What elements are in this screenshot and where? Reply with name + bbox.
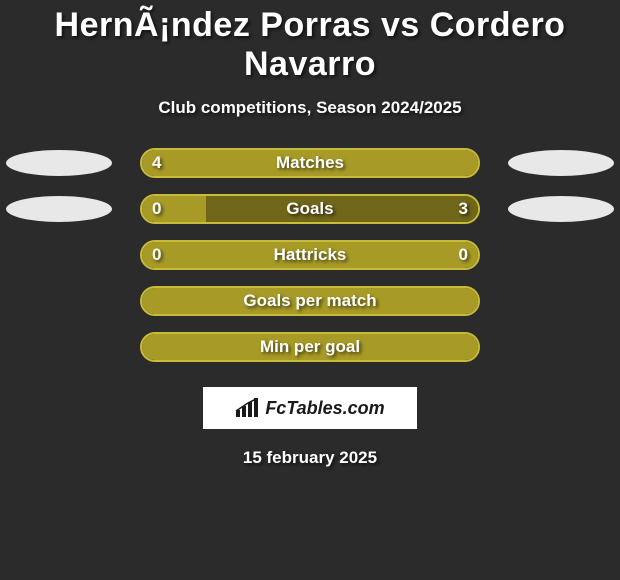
page-title: HernÃ¡ndez Porras vs Cordero Navarro	[0, 6, 620, 84]
stat-bar-left	[142, 150, 478, 176]
stat-rows: Matches4Goals03Hattricks00Goals per matc…	[0, 148, 620, 378]
stat-row: Min per goal	[0, 332, 620, 378]
stat-row: Goals03	[0, 194, 620, 240]
stat-bar-track	[140, 148, 480, 178]
player-right-marker	[508, 196, 614, 222]
stat-bar-right	[206, 196, 478, 222]
stat-bar-track	[140, 332, 480, 362]
date-label: 15 february 2025	[0, 448, 620, 468]
stat-bar-track	[140, 194, 480, 224]
player-right-marker	[508, 150, 614, 176]
stat-bar-left	[142, 196, 206, 222]
stat-row: Matches4	[0, 148, 620, 194]
player-left-marker	[6, 196, 112, 222]
stat-bar-track	[140, 286, 480, 316]
comparison-infographic: HernÃ¡ndez Porras vs Cordero Navarro Clu…	[0, 0, 620, 580]
subtitle: Club competitions, Season 2024/2025	[0, 98, 620, 118]
stat-row: Goals per match	[0, 286, 620, 332]
stat-bar-left	[142, 288, 478, 314]
bar-chart-icon	[235, 398, 259, 418]
player-left-marker	[6, 150, 112, 176]
stat-row: Hattricks00	[0, 240, 620, 286]
stat-bar-left	[142, 242, 478, 268]
stat-bar-left	[142, 334, 478, 360]
stat-bar-track	[140, 240, 480, 270]
source-badge-text: FcTables.com	[265, 398, 384, 419]
source-badge[interactable]: FcTables.com	[202, 386, 418, 430]
